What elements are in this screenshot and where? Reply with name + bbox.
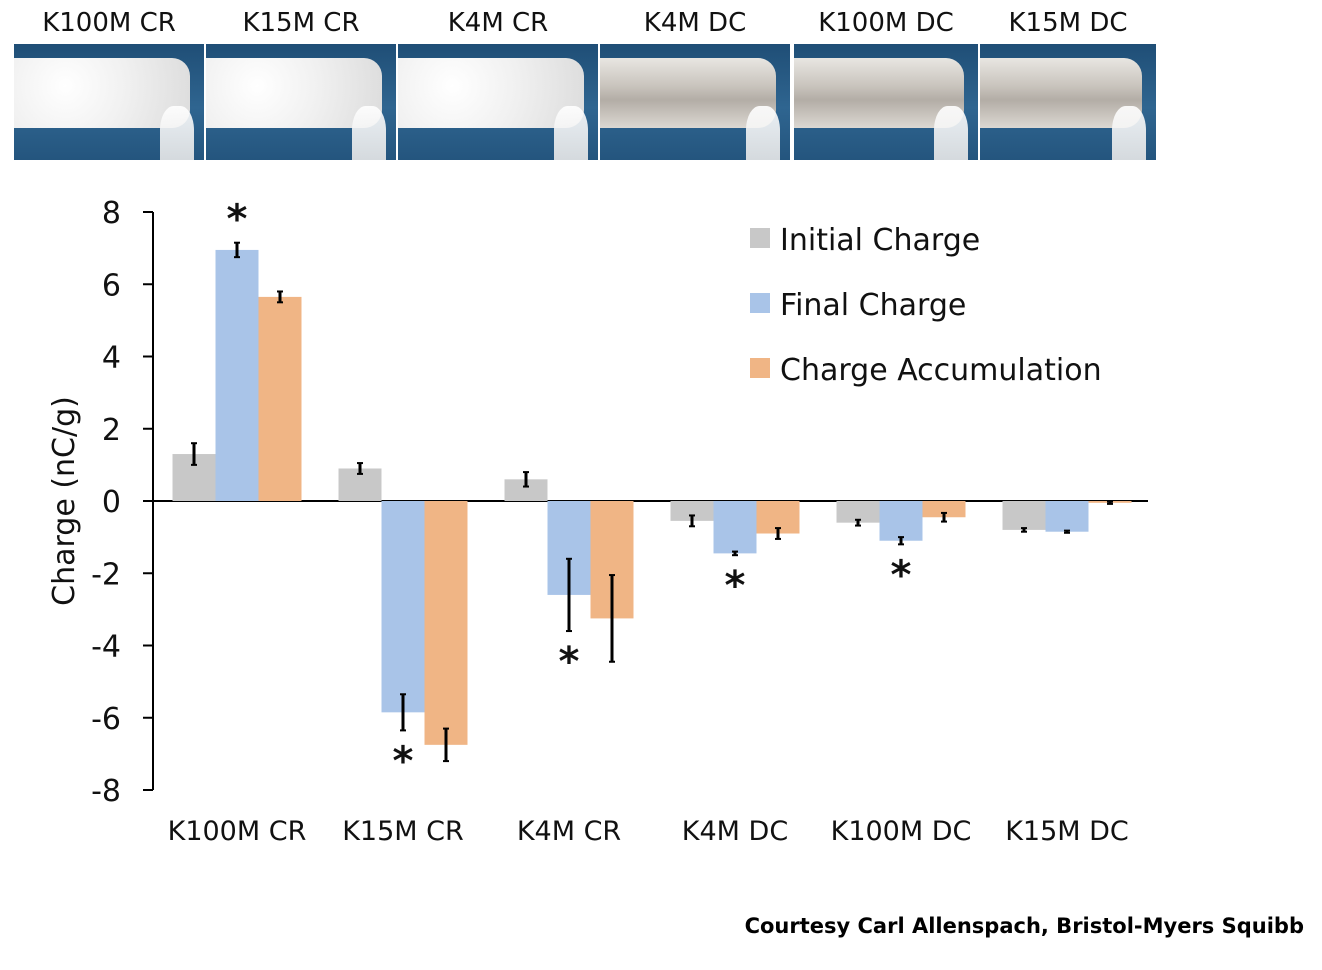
bar [258,296,302,501]
legend-swatch [750,228,770,248]
powder-spill [160,106,194,160]
y-tick-label: 4 [102,341,121,376]
y-tick-label: -6 [91,702,121,737]
pipe-sample [600,58,776,128]
significance-star: * [891,552,912,598]
bar [1002,501,1046,530]
bar [922,501,966,518]
credit-text: Courtesy Carl Allenspach, Bristol-Myers … [744,914,1304,938]
powder-spill [352,106,386,160]
y-tick-label: 6 [102,268,121,303]
legend-swatch [750,358,770,378]
x-tick-label: K100M CR [168,816,307,847]
pipe-sample [398,58,584,128]
powder-photo [794,44,978,160]
x-tick-label: K100M DC [831,816,972,847]
powder-spill [1112,106,1146,160]
pipe-sample [14,58,190,128]
y-tick-label: 8 [102,196,121,231]
significance-star: * [725,563,746,609]
bar [670,501,714,521]
legend-label: Initial Charge [780,223,980,258]
photo-label: K4M DC [643,8,747,38]
y-tick-label: -8 [91,774,121,809]
bar [215,249,259,501]
bar [879,501,923,541]
y-tick-label: -2 [91,557,121,592]
significance-star: * [559,639,580,685]
bar [504,479,548,501]
bar [1045,501,1089,532]
legend-swatch [750,293,770,313]
powder-photo [206,44,396,160]
powder-photo [600,44,790,160]
bar [713,501,757,554]
photo-label: K100M DC [818,8,954,38]
photo-label: K100M CR [42,8,176,38]
legend-label: Charge Accumulation [780,353,1102,388]
x-tick-label: K4M CR [517,816,621,847]
photo-label: K15M DC [1008,8,1128,38]
significance-star: * [227,197,248,243]
bar [836,501,880,523]
powder-photo [980,44,1156,160]
photo-label: K15M CR [242,8,360,38]
powder-spill [554,106,588,160]
bar [381,501,425,713]
legend-label: Final Charge [780,288,966,323]
powder-spill [934,106,968,160]
y-tick-label: 2 [102,413,121,448]
bar [424,501,468,745]
powder-photo [398,44,598,160]
y-axis-label: Charge (nC/g) [47,396,82,606]
powder-photo [14,44,204,160]
charge-bar-chart: -8 -6 -4 -2 0 2 4 6 8 Charge (nC/g) * K100M CR * K15M… [47,196,1148,847]
pipe-sample [206,58,382,128]
x-tick-label: K15M DC [1005,816,1129,847]
y-tick-label: 0 [102,485,121,520]
powder-spill [746,106,780,160]
x-tick-label: K4M DC [682,816,788,847]
photo-label: K4M CR [447,8,549,38]
photo-strip: K100M CR K15M CR K4M CR K4M DC K100M DC K15M … [0,0,1322,165]
significance-star: * [393,738,414,784]
y-tick-label: -4 [91,630,121,665]
x-tick-label: K15M CR [342,816,464,847]
